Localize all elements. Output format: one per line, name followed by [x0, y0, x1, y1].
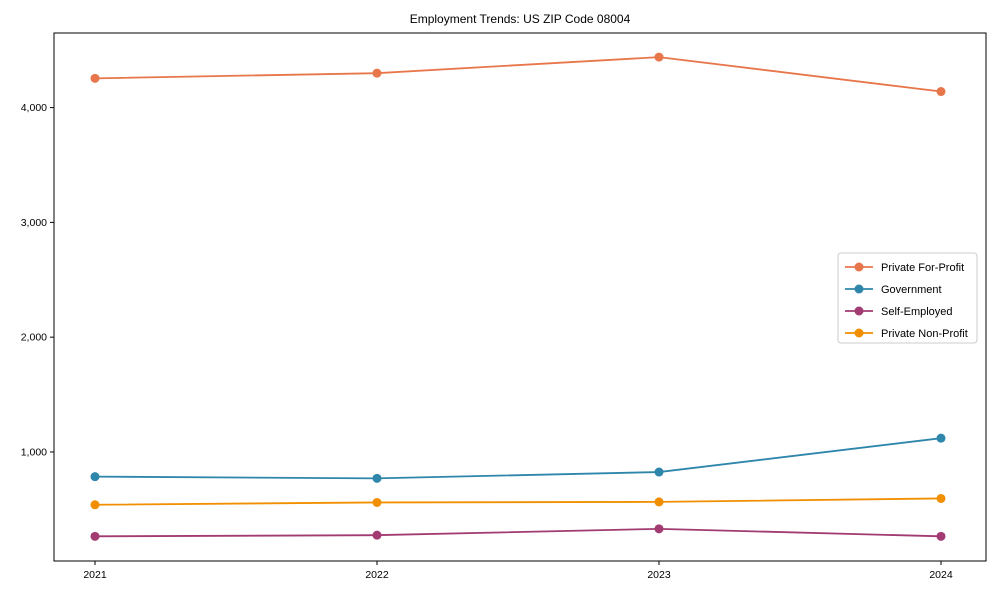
- y-tick-label: 3,000: [21, 217, 47, 229]
- series-marker: [372, 497, 382, 507]
- series-marker: [936, 493, 946, 503]
- legend-swatch-marker: [854, 262, 864, 272]
- series-marker: [654, 467, 664, 477]
- y-tick-label: 1,000: [21, 446, 47, 458]
- series-marker: [654, 497, 664, 507]
- series-line: [94, 497, 942, 506]
- series-line: [94, 527, 942, 538]
- series-line: [94, 437, 942, 480]
- legend-swatch-marker: [854, 328, 864, 338]
- x-tick-label: 2023: [647, 569, 671, 581]
- series-marker: [654, 52, 664, 62]
- series-marker: [936, 433, 946, 443]
- series-line: [94, 56, 942, 93]
- y-tick-label: 4,000: [21, 102, 47, 114]
- series-marker: [936, 87, 946, 97]
- series-marker: [372, 530, 382, 540]
- axes: 1,000 2,000 3,000 4,000 2021 2022 2023 2024: [21, 32, 987, 581]
- legend-label: Private For-Profit: [881, 262, 964, 274]
- series-marker: [654, 524, 664, 534]
- chart-title: Employment Trends: US ZIP Code 08004: [410, 12, 631, 26]
- data-series: [90, 52, 946, 541]
- x-tick-label: 2022: [365, 569, 389, 581]
- series-marker: [90, 472, 100, 482]
- series-marker: [90, 500, 100, 510]
- legend-swatch-marker: [854, 306, 864, 316]
- plot-frame: [53, 32, 987, 562]
- legend: Private For-Profit Government Self-Employe…: [837, 252, 978, 344]
- series-marker: [90, 531, 100, 541]
- series-marker: [936, 531, 946, 541]
- legend-box: [837, 252, 978, 344]
- x-tick-label: 2021: [83, 569, 107, 581]
- legend-label: Private Non-Profit: [881, 328, 968, 340]
- x-tick-label: 2024: [929, 569, 953, 581]
- legend-swatch-marker: [854, 284, 864, 294]
- series-marker: [90, 73, 100, 83]
- legend-label: Government: [881, 284, 942, 296]
- series-marker: [372, 473, 382, 483]
- y-tick-label: 2,000: [21, 332, 47, 344]
- series-marker: [372, 68, 382, 78]
- legend-label: Self-Employed: [881, 306, 953, 318]
